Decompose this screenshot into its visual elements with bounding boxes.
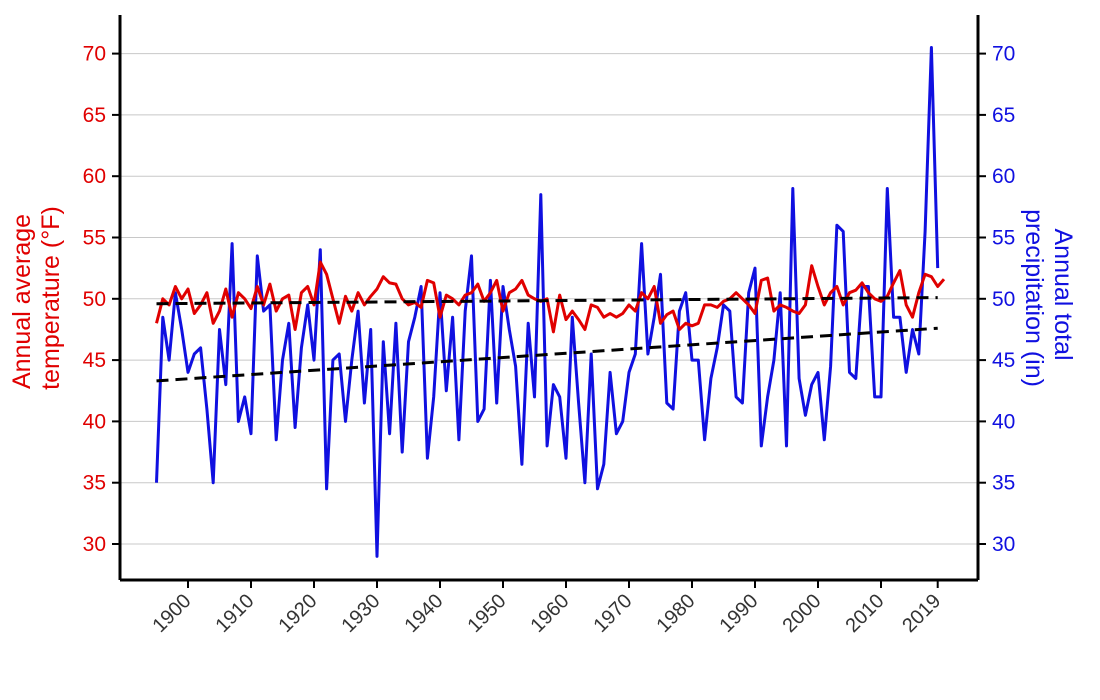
x-tick-label-1920: 1920	[275, 590, 322, 637]
left-tick-label-70: 70	[83, 43, 106, 66]
left-tick-label-65: 65	[83, 104, 106, 127]
x-tick-label-1940: 1940	[401, 590, 448, 637]
right-tick-label-45: 45	[992, 349, 1015, 372]
left-y-axis-label-line-1: Annual average	[8, 214, 36, 389]
x-tick-label-1950: 1950	[464, 590, 511, 637]
right-tick-label-35: 35	[992, 472, 1015, 495]
left-tick-label-55: 55	[83, 227, 106, 250]
right-y-axis-label: Annual total precipitation (in)	[1020, 209, 1077, 387]
right-y-axis-label-line-1: Annual total	[1049, 229, 1077, 361]
right-tick-label-65: 65	[992, 104, 1015, 127]
precipitation-line	[155, 46, 940, 558]
x-tick-label-1910: 1910	[212, 590, 259, 637]
right-y-axis-label-line-2: precipitation (in)	[1020, 209, 1048, 387]
x-tick-label-1970: 1970	[590, 590, 637, 637]
right-tick-label-50: 50	[992, 288, 1015, 311]
ticks: 30 35 40 45 50 55 60 65 70 30 35 40 45 50 55 60 65 70 1900…	[83, 43, 1016, 637]
x-tick-label-1930: 1930	[338, 590, 385, 637]
left-tick-label-40: 40	[83, 410, 106, 433]
left-tick-label-35: 35	[83, 472, 106, 495]
left-tick-label-60: 60	[83, 165, 106, 188]
temperature-line	[155, 260, 946, 334]
x-tick-label-2010: 2010	[842, 590, 889, 637]
right-tick-label-55: 55	[992, 227, 1015, 250]
left-tick-label-45: 45	[83, 349, 106, 372]
left-y-axis-label: Annual average temperature (°F)	[8, 206, 65, 390]
right-tick-label-60: 60	[992, 165, 1015, 188]
x-tick-label-1980: 1980	[653, 590, 700, 637]
left-tick-label-30: 30	[83, 533, 106, 556]
right-tick-label-40: 40	[992, 410, 1015, 433]
x-tick-label-1990: 1990	[716, 590, 763, 637]
right-tick-label-70: 70	[992, 43, 1015, 66]
left-y-axis-label-line-2: temperature (°F)	[37, 206, 65, 390]
temperature-trend-line	[156, 296, 938, 306]
left-tick-label-50: 50	[83, 288, 106, 311]
series-layer	[155, 46, 946, 558]
axes	[118, 15, 980, 582]
x-tick-label-2019: 2019	[898, 590, 945, 637]
x-tick-label-1960: 1960	[527, 590, 574, 637]
precipitation-trend-line	[156, 326, 938, 383]
x-tick-label-1900: 1900	[149, 590, 196, 637]
x-tick-label-2000: 2000	[779, 590, 826, 637]
right-tick-label-30: 30	[992, 533, 1015, 556]
